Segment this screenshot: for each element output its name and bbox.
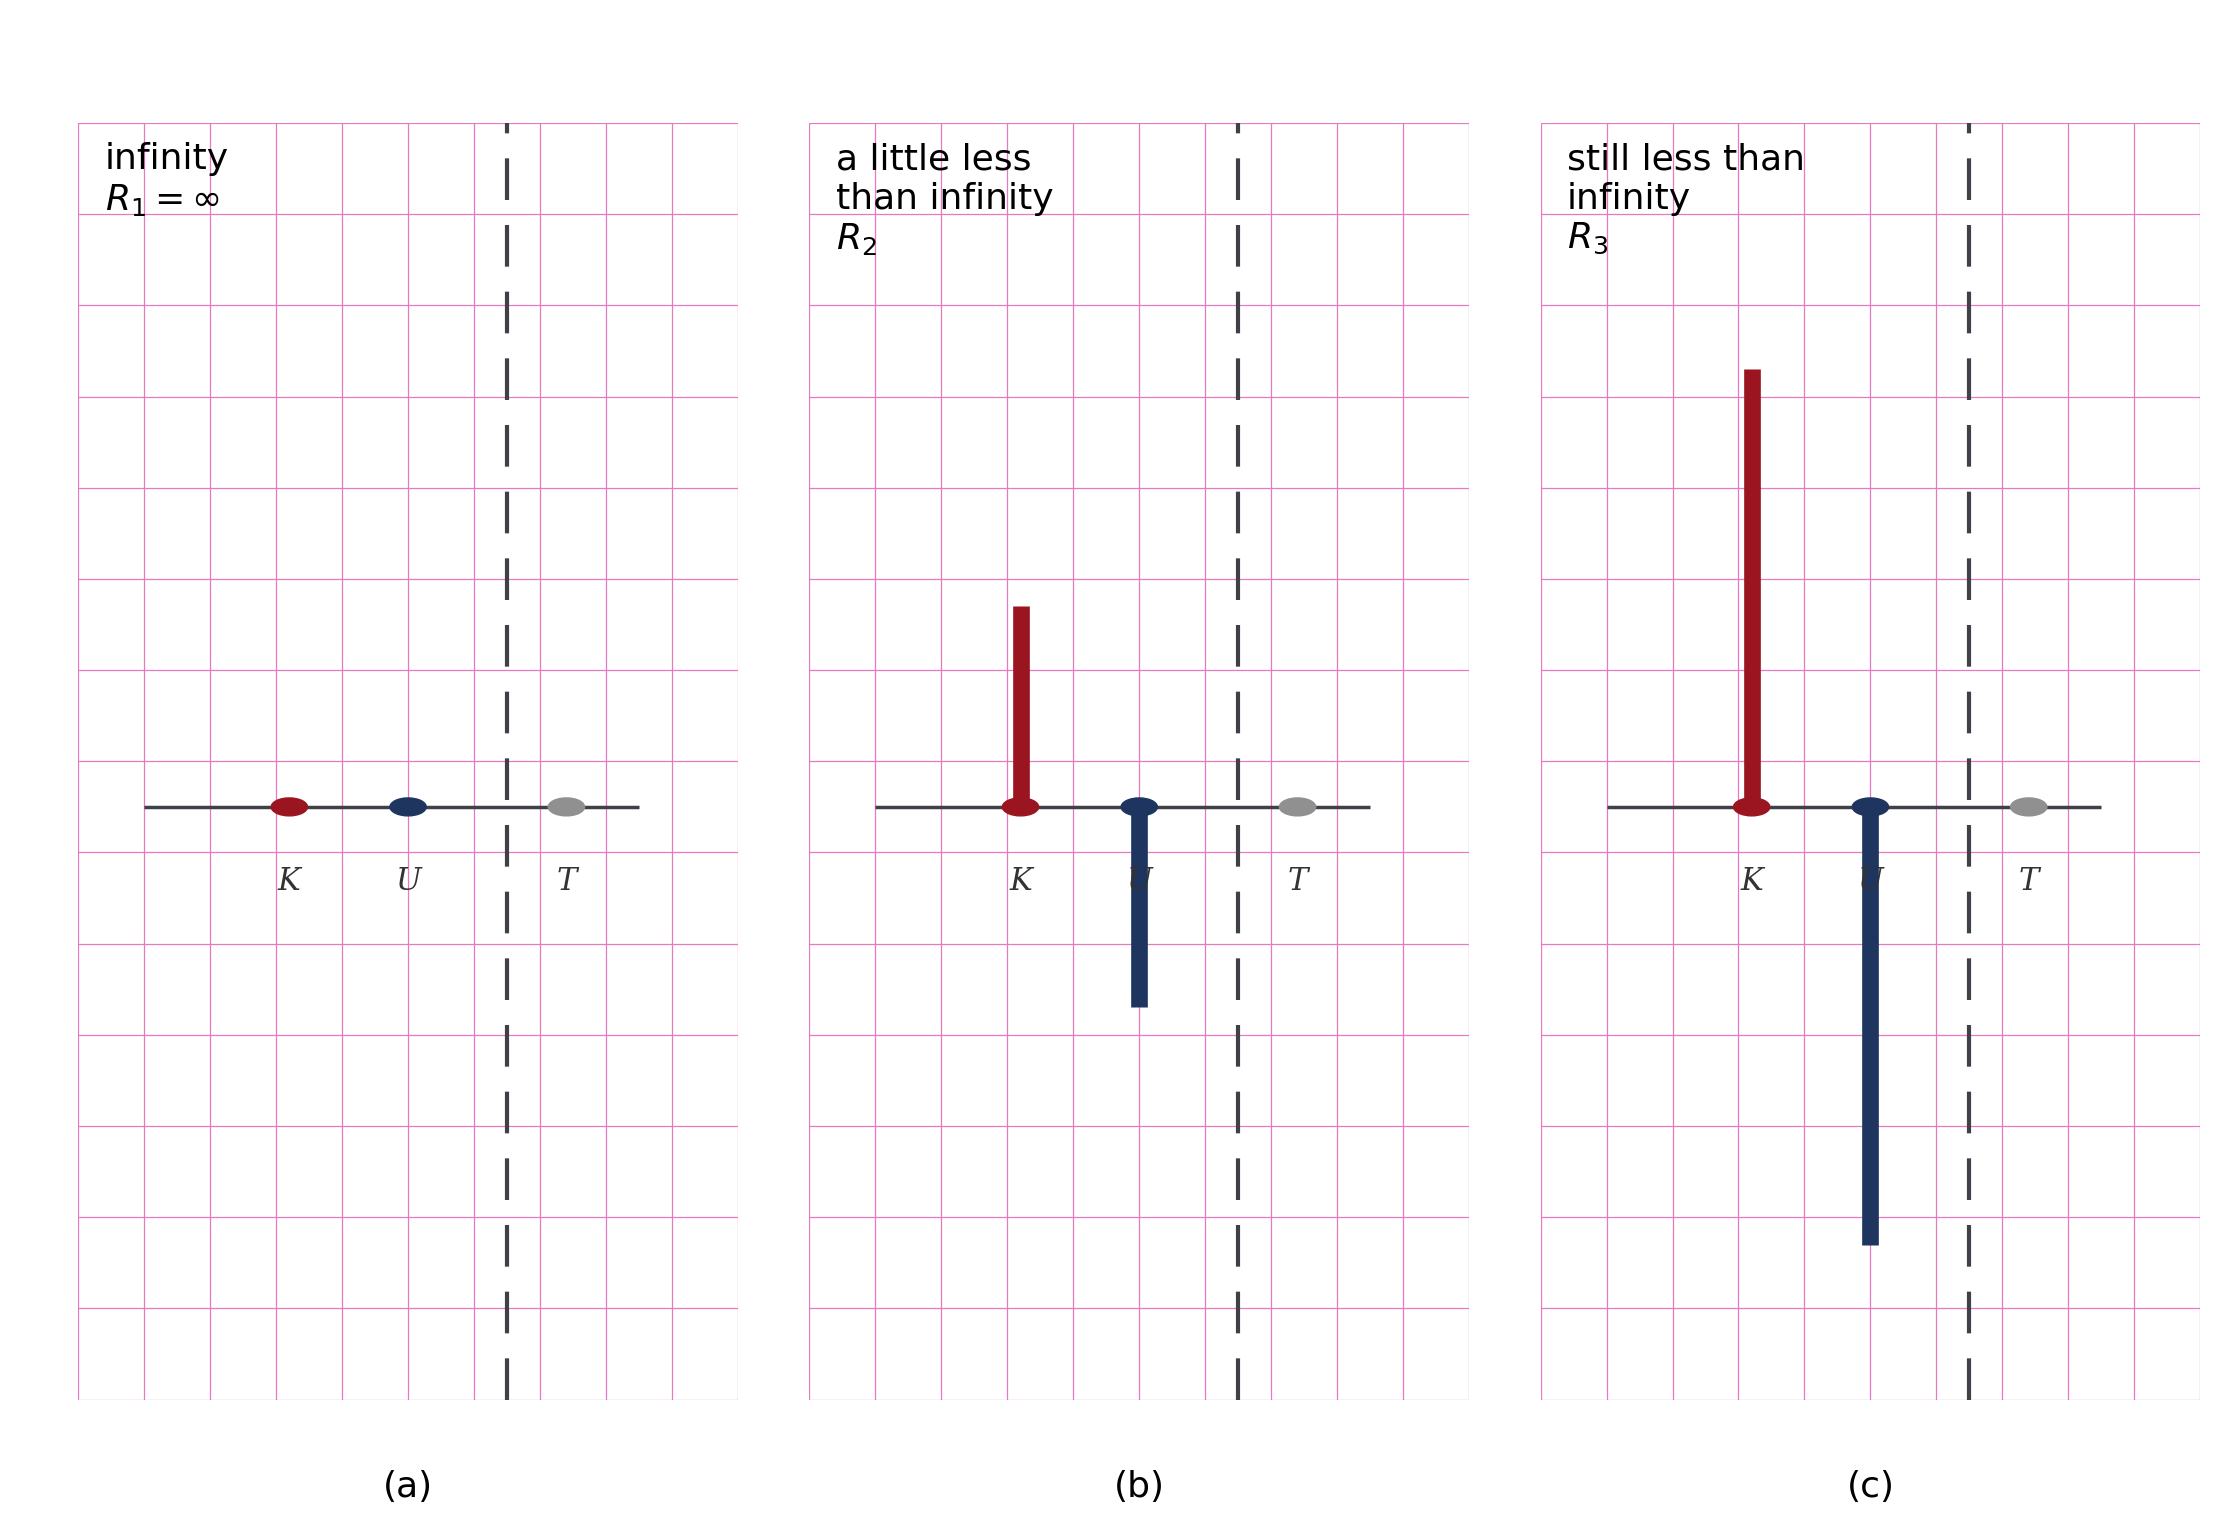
Ellipse shape <box>548 798 584 815</box>
Ellipse shape <box>389 798 427 815</box>
Ellipse shape <box>1120 798 1158 815</box>
Ellipse shape <box>1733 798 1771 815</box>
Text: a little less
than infinity
$R_2$: a little less than infinity $R_2$ <box>836 141 1053 257</box>
Text: U: U <box>1127 866 1152 897</box>
Text: (b): (b) <box>1114 1470 1165 1504</box>
Ellipse shape <box>1279 798 1315 815</box>
Text: T: T <box>557 866 577 897</box>
Text: still less than
infinity
$R_3$: still less than infinity $R_3$ <box>1567 141 1804 257</box>
Ellipse shape <box>2010 798 2046 815</box>
Text: K: K <box>1008 866 1031 897</box>
Ellipse shape <box>271 798 309 815</box>
Text: U: U <box>396 866 420 897</box>
Text: (c): (c) <box>1847 1470 1894 1504</box>
Text: U: U <box>1858 866 1883 897</box>
Ellipse shape <box>1851 798 1889 815</box>
Text: K: K <box>1740 866 1762 897</box>
Text: infinity
$R_1 = \infty$: infinity $R_1 = \infty$ <box>105 141 228 218</box>
Ellipse shape <box>1002 798 1040 815</box>
Text: T: T <box>1288 866 1308 897</box>
Text: T: T <box>2019 866 2039 897</box>
Text: (a): (a) <box>382 1470 434 1504</box>
Text: K: K <box>277 866 300 897</box>
